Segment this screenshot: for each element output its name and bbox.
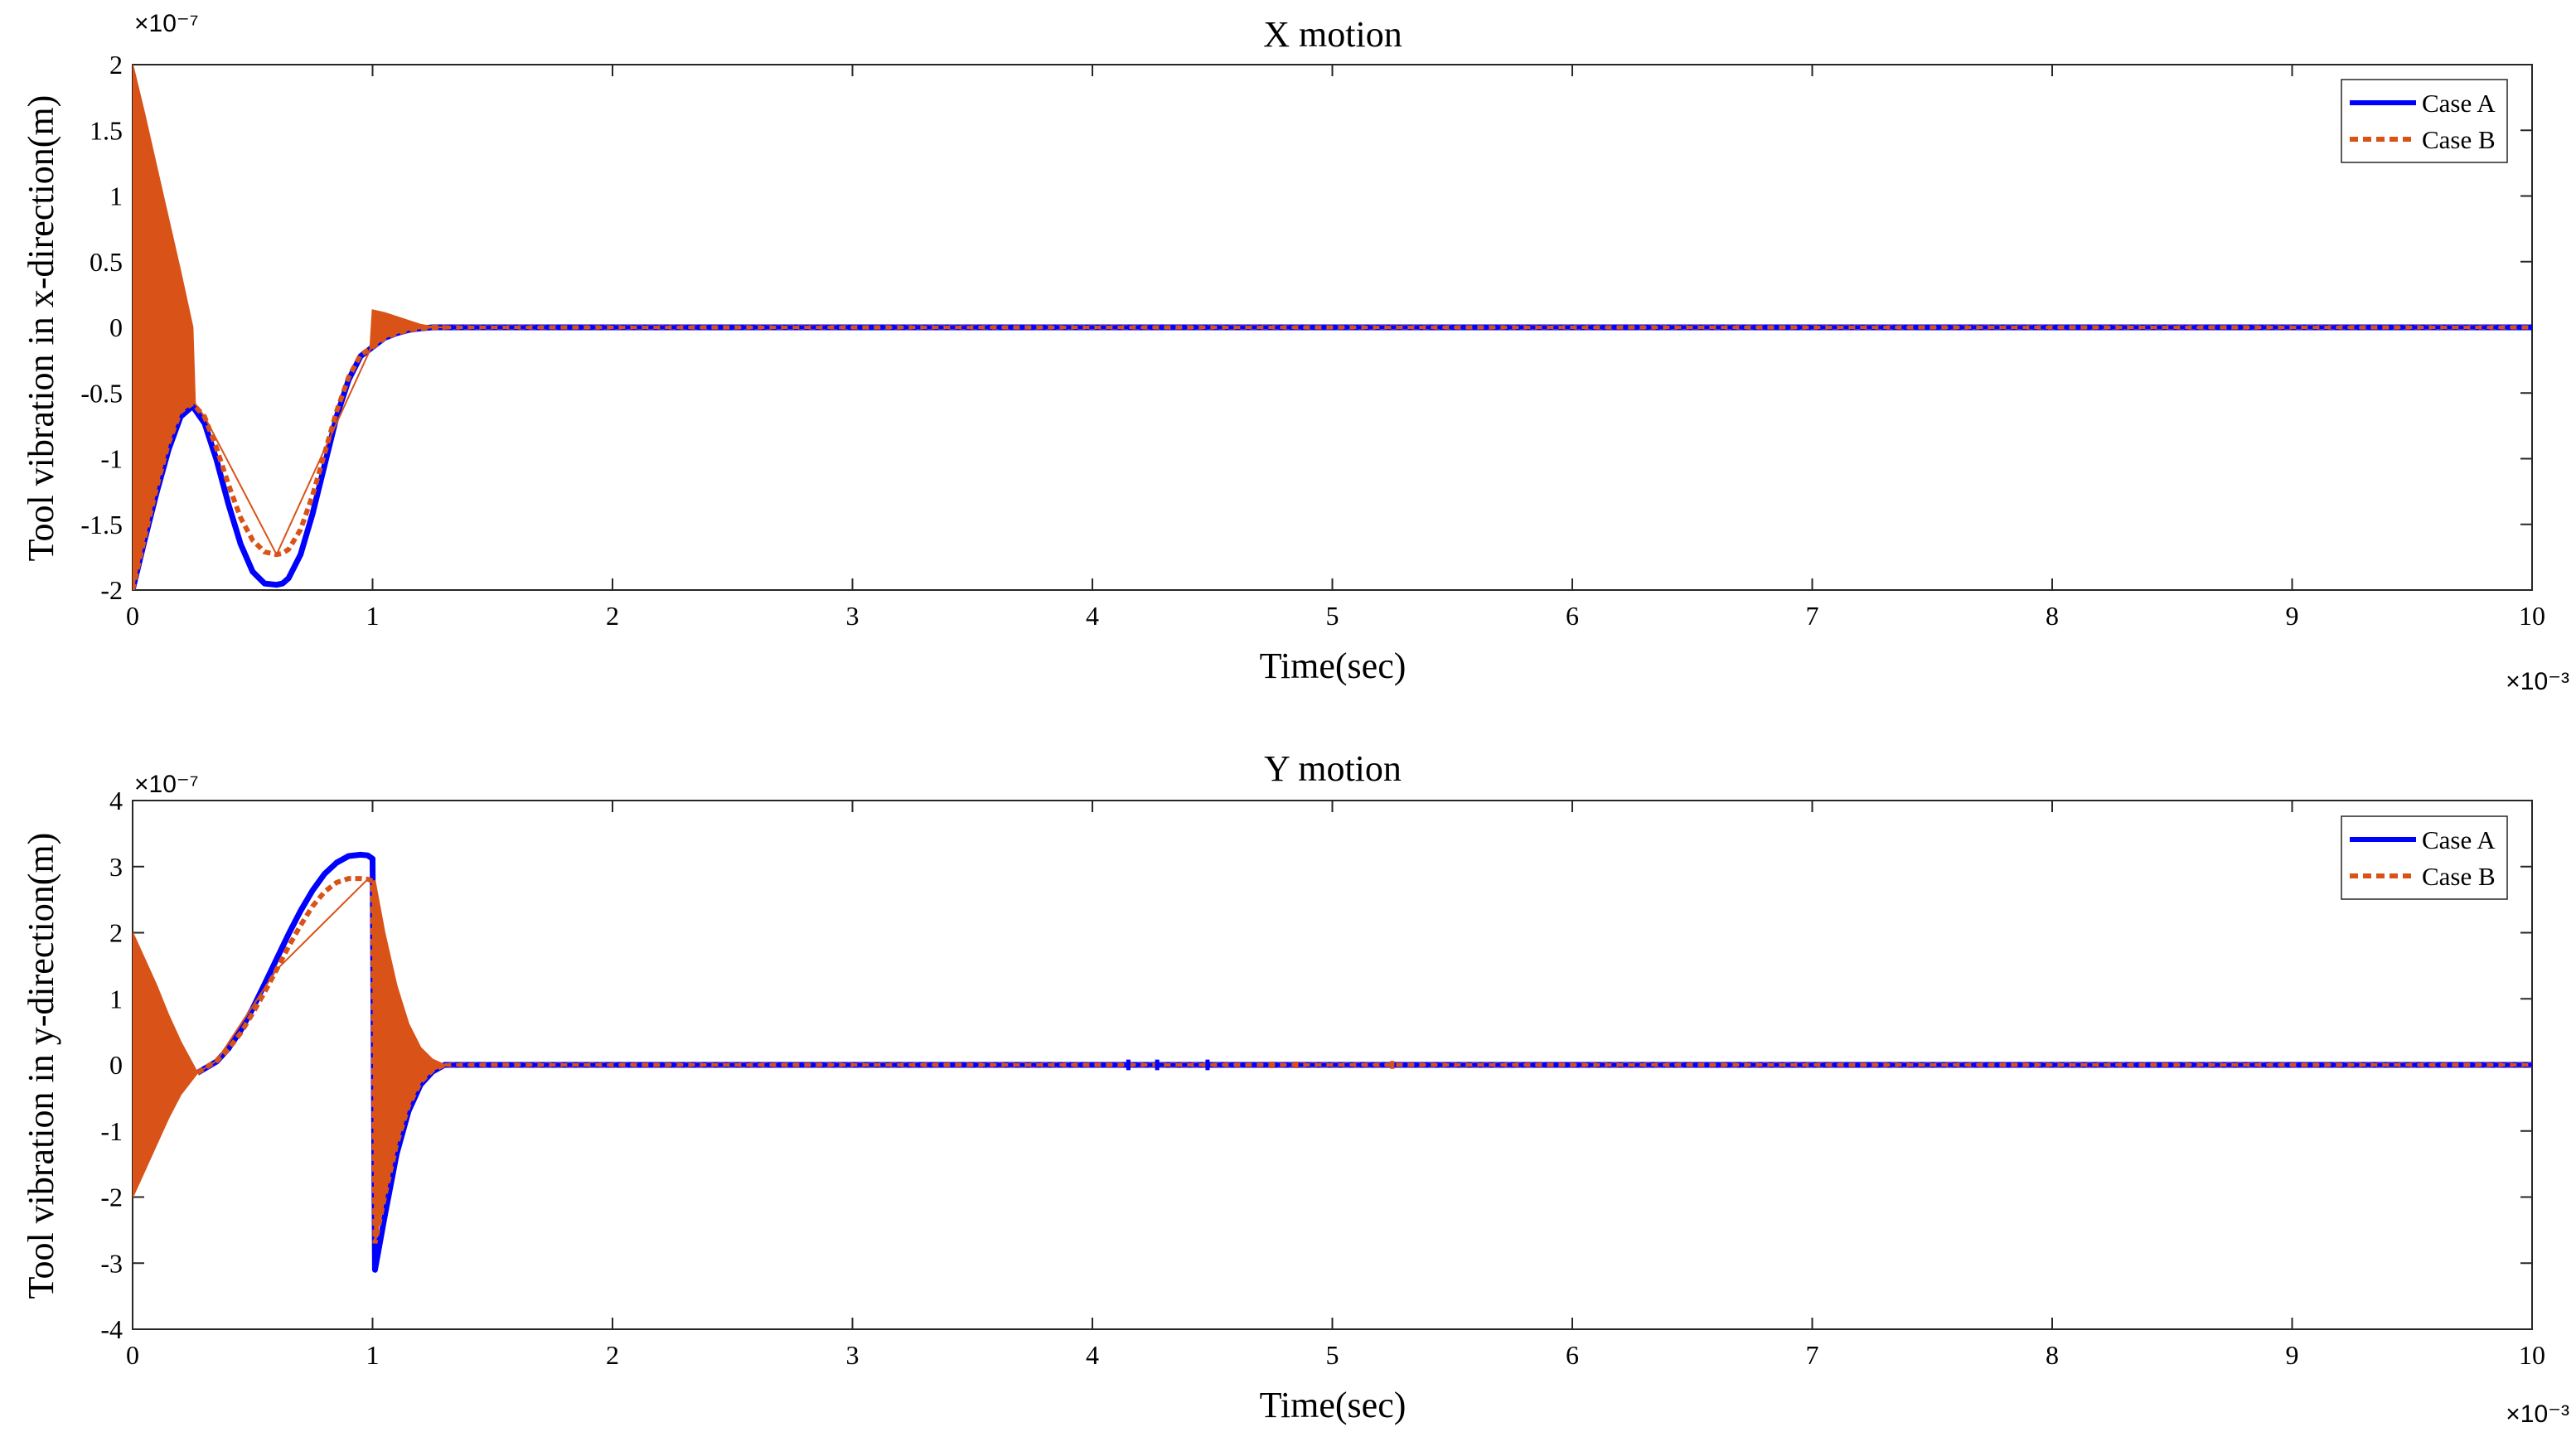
plot-area: 0 1 2 3 4 5 6 7 8 9 10 -4 -3 -2 -1 0 1 2 3 4 [100,786,2545,1370]
x-tick-label: 10 [2519,601,2545,631]
y-tick-label: 1.5 [90,115,123,145]
y-tick-label: -2 [100,575,123,605]
y-tick-label: -3 [100,1248,123,1278]
chart-title: X motion [1263,14,1402,55]
x-tick-label: 0 [126,1340,139,1370]
y-tick-label: 1 [109,181,123,211]
x-exponent-label: ×10⁻³ [2506,1401,2569,1428]
plot-marks [133,65,2532,590]
legend-box [2341,79,2508,163]
y-tick-label: 1 [109,984,123,1014]
series-line-case-a [133,324,2532,590]
chart-title: Y motion [1264,748,1402,789]
x-tick-label: 7 [1806,1340,1819,1370]
x-axis-label: Time(sec) [1260,646,1407,686]
y-tick-label: -1 [100,444,123,474]
y-tick-label: -0.5 [80,378,123,408]
y-tick-label: 4 [109,786,123,815]
y-axis-label: Tool vibration in y-direction(m) [21,833,61,1299]
y-tick-label: -1.5 [80,510,123,539]
plot-marks [133,851,2532,1273]
x-motion-panel: X motion ×10⁻⁷ 0 1 2 3 4 5 6 7 8 9 10-2-1.5-1-0.50… [21,10,2569,695]
y-tick-label: 3 [109,852,123,882]
legend-box [2341,815,2508,900]
x-tick-label: 2 [606,601,619,631]
x-tick-label: 0 [126,601,139,631]
x-exponent-label: ×10⁻³ [2506,668,2569,695]
x-tick-label: 3 [846,1340,859,1370]
series-line-case-b [133,325,2532,590]
legend: Case A Case B [2341,79,2508,163]
x-tick-label: 1 [366,1340,380,1370]
y-exponent-label: ×10⁻⁷ [134,10,199,37]
x-tick-label: 4 [1086,601,1099,631]
x-tick-label: 6 [1566,601,1579,631]
x-tick-label: 4 [1086,1340,1099,1370]
y-tick-label: 2 [109,918,123,948]
series-line-case-b [196,876,2532,1244]
y-motion-panel: Y motion ×10⁻⁷ 0 1 2 3 4 5 6 7 8 9 10 -4 -3 -2 -1 0 1 2 3 4… [21,748,2569,1428]
legend-label-case-a: Case A [2422,825,2496,854]
x-tick-label: 10 [2519,1340,2545,1370]
y-axis-label: Tool vibration in x-direction(m) [21,95,61,562]
x-tick-label: 5 [1326,1340,1339,1370]
plot-area: 0 1 2 3 4 5 6 7 8 9 10 -2 -1.5 -1 -0.5 0 0.5 1 1.5 2 [80,50,2545,631]
y-tick-label: -4 [100,1314,123,1344]
x-tick-label: 9 [2286,1340,2299,1370]
x-tick-label: 6 [1566,1340,1579,1370]
x-tick-label: 2 [606,1340,619,1370]
legend: Case A Case B [2341,815,2508,900]
y-tick-label: 0.5 [90,247,123,277]
y-tick-label: 0 [109,1050,123,1080]
x-tick-label: 5 [1326,601,1339,631]
x-tick-label: 9 [2286,601,2299,631]
x-tick-label: 7 [1806,601,1819,631]
legend-label-case-a: Case A [2422,89,2496,118]
y-tick-label: 0 [109,312,123,342]
x-tick-label: 1 [366,601,380,631]
x-tick-label: 8 [2046,1340,2059,1370]
y-tick-label: -2 [100,1183,123,1212]
x-tick-label: 8 [2046,601,2059,631]
x-axis-label: Time(sec) [1260,1385,1407,1425]
y-tick-label: 2 [109,50,123,80]
x-tick-label: 3 [846,601,859,631]
oscillation-band-case-b [133,65,445,590]
legend-label-case-b: Case B [2422,125,2496,154]
legend-label-case-b: Case B [2422,862,2496,891]
y-exponent-label: ×10⁻⁷ [134,771,199,798]
y-tick-label: -1 [100,1116,123,1146]
series-line-case-a [196,851,2532,1273]
